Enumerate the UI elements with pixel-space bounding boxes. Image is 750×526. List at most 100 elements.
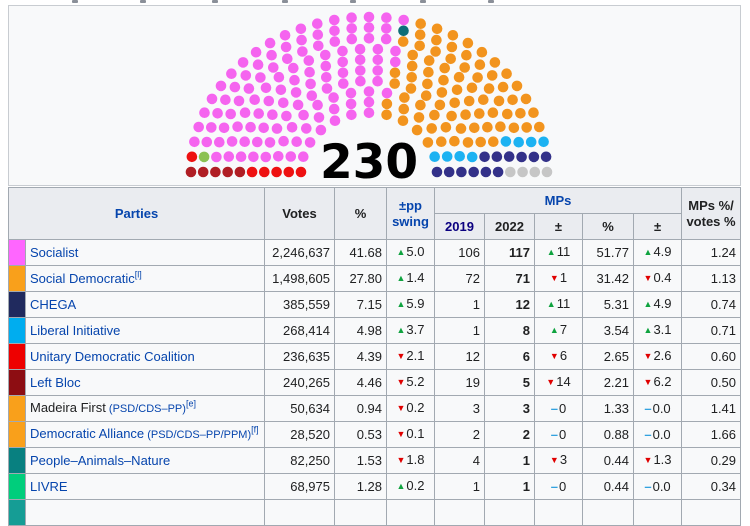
- seat-dot-socialist: [292, 99, 304, 111]
- mps-2019-cell: 3: [434, 395, 485, 422]
- party-color-swatch: [8, 447, 26, 474]
- votes-cell: 82,250: [264, 447, 335, 474]
- mps-2022-cell: 117: [484, 239, 535, 266]
- footnote-link[interactable]: [e]: [185, 398, 196, 409]
- vote-pct-cell: 0.94: [334, 395, 387, 422]
- seat-dot-social-democratic-and-allied-coalitions: [431, 34, 442, 46]
- seat-dot-socialist: [306, 90, 318, 101]
- mps-change-cell: ▲11: [534, 239, 583, 266]
- swing-header[interactable]: ±pp swing: [386, 187, 435, 240]
- seat-dot-social-democratic-and-allied-coalitions: [429, 109, 440, 121]
- mps-2022-cell: 5: [484, 369, 535, 396]
- mps-2019-cell: 19: [434, 369, 485, 396]
- seat-dot-social-democratic-and-allied-coalitions: [507, 94, 518, 106]
- seat-dot-socialist: [372, 75, 383, 87]
- seat-dot-socialist: [249, 94, 260, 105]
- increase-icon: ▲: [396, 299, 406, 309]
- party-link[interactable]: People–Animals–Nature: [30, 452, 171, 468]
- party-link[interactable]: Socialist: [30, 244, 79, 260]
- seat-dot-socialist: [235, 151, 247, 162]
- swing-cell: ▲5.9: [386, 291, 435, 318]
- increase-icon: ▲: [396, 481, 406, 491]
- seat-dot-people-animals-nature: [398, 25, 409, 37]
- party-link[interactable]: Left Bloc: [30, 374, 81, 390]
- seat-dot-left-bloc: [197, 166, 209, 178]
- seat-dot-chega: [479, 151, 490, 163]
- party-name-cell: LIVRE: [25, 473, 265, 500]
- seat-dot-socialist: [290, 87, 302, 98]
- seat-dot-liberal-initiative: [525, 136, 537, 148]
- mps-header[interactable]: MPs: [433, 187, 683, 214]
- party-link[interactable]: Social Democratic: [30, 270, 135, 286]
- seat-dot-social-democratic-and-allied-coalitions: [414, 40, 426, 52]
- cropped-text-row: [0, 0, 750, 5]
- mps-2019-cell: 4: [434, 447, 485, 474]
- seat-dot-socialist: [337, 45, 348, 57]
- swing-cell: ▲3.7: [386, 317, 435, 344]
- seat-dot-social-democratic-and-allied-coalitions: [486, 70, 498, 81]
- party-link[interactable]: LIVRE: [30, 478, 68, 494]
- party-coalition-suffix[interactable]: (PSD/CDS–PP/PPM): [144, 429, 252, 441]
- seat-dot-socialist: [218, 122, 230, 134]
- seat-dot-socialist: [337, 56, 349, 68]
- party-coalition-suffix[interactable]: (PSD/CDS–PP): [105, 403, 186, 415]
- seat-dot-social-democratic-and-allied-coalitions: [451, 84, 463, 96]
- seat-dot-social-democratic-and-allied-coalitions: [461, 49, 472, 61]
- party-row: LIVRE 68,975 1.28 ▲0.2 1 1 –0 0.44 –0.0 0.34: [8, 473, 742, 500]
- party-link[interactable]: Unitary Democratic Coalition: [30, 348, 195, 364]
- party-link[interactable]: Liberal Initiative: [30, 322, 121, 338]
- seat-dot-socialist: [206, 122, 217, 133]
- seat-dot-social-democratic-and-allied-coalitions: [493, 95, 505, 107]
- footnote-link[interactable]: [l]: [134, 269, 142, 280]
- decrease-icon: ▼: [643, 351, 653, 361]
- seat-dot-socialist: [278, 135, 289, 147]
- mps-pct-cell: 31.42: [582, 265, 634, 292]
- increase-icon: ▲: [396, 273, 406, 283]
- mps-change-cell: ▲11: [534, 291, 583, 318]
- decrease-icon: ▼: [643, 455, 653, 465]
- seat-dot-social-democratic-and-allied-coalitions: [430, 46, 441, 57]
- mps-pct-cell: 0.44: [582, 447, 634, 474]
- hemicycle-seats: [185, 11, 553, 178]
- seat-dot-chega: [443, 166, 455, 178]
- mps-pct-change-cell: –0.0: [632, 395, 683, 422]
- seat-dot-social-democratic-and-allied-coalitions: [459, 62, 471, 73]
- seat-dot-social-democratic-and-allied-coalitions: [446, 110, 457, 122]
- seat-dot-left-bloc: [222, 166, 233, 178]
- seat-dot-social-democratic-and-allied-coalitions: [439, 62, 451, 74]
- seat-dot-chega: [528, 151, 540, 163]
- seat-dot-socialist: [315, 124, 327, 136]
- mps-2019-header[interactable]: 2019: [434, 213, 485, 240]
- seat-dot-social-democratic-and-allied-coalitions: [501, 68, 512, 79]
- party-link[interactable]: Democratic Alliance: [30, 426, 145, 441]
- party-link[interactable]: CHEGA: [30, 296, 77, 312]
- seat-dot-socialist: [278, 97, 289, 109]
- swing-cell: ▼1.8: [386, 447, 435, 474]
- seat-dot-socialist: [355, 75, 366, 87]
- vote-pct-cell: 4.46: [334, 369, 387, 396]
- seat-dot-social-democratic-and-allied-coalitions: [407, 49, 419, 61]
- mps-2022-header: 2022: [484, 213, 535, 240]
- votes-cell: 50,634: [264, 395, 335, 422]
- seat-dot-socialist: [273, 151, 284, 162]
- seat-dot-social-democratic-and-allied-coalitions: [397, 115, 409, 126]
- seat-dot-undetermined: [505, 166, 516, 178]
- cropped-text-fragment: [140, 0, 146, 3]
- partial-party-row: [8, 499, 742, 526]
- seat-dot-social-democratic-and-allied-coalitions: [469, 122, 480, 134]
- cropped-text-fragment: [488, 0, 494, 3]
- cropped-text-fragment: [282, 0, 288, 3]
- seat-dot-socialist: [312, 18, 323, 29]
- mps-pct-change-cell: ▲4.9: [632, 239, 683, 266]
- party-name-cell: Unitary Democratic Coalition: [25, 343, 265, 370]
- parties-header[interactable]: Parties: [8, 187, 265, 240]
- increase-icon: ▲: [643, 325, 653, 335]
- seat-dot-undetermined: [541, 166, 553, 178]
- mps-2022-cell: 71: [484, 265, 535, 292]
- mps-2019-cell: 72: [434, 265, 485, 292]
- seat-dot-socialist: [363, 11, 375, 23]
- footnote-link[interactable]: [f]: [251, 424, 259, 435]
- seat-dot-socialist: [355, 65, 366, 76]
- seat-dot-socialist: [320, 49, 331, 61]
- seat-dot-social-democratic-and-allied-coalitions: [488, 136, 499, 147]
